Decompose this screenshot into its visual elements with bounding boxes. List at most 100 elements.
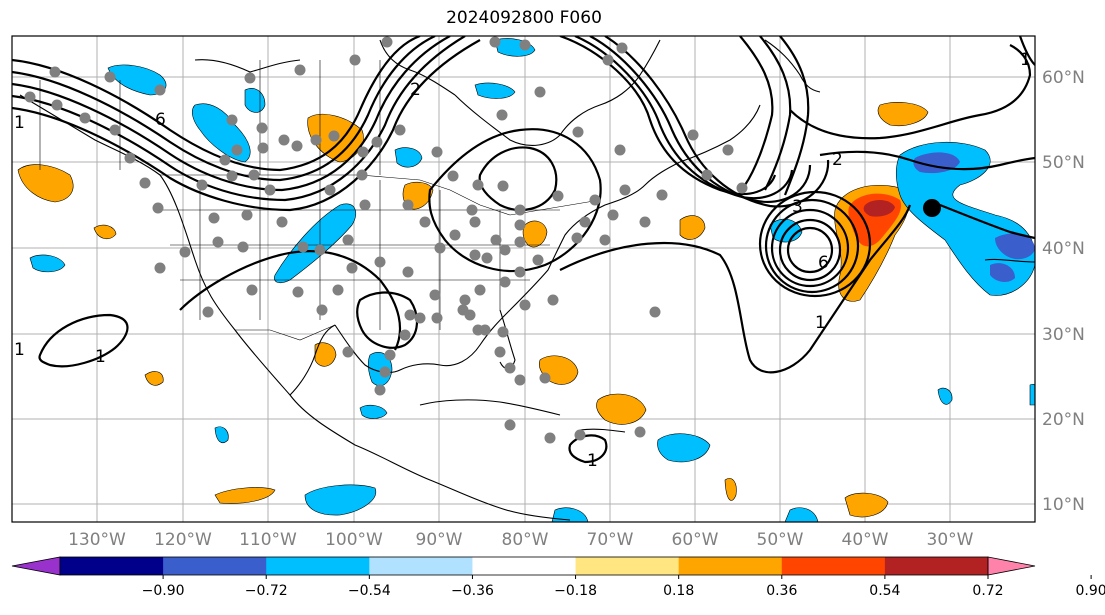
contour-label: 6 (155, 110, 166, 130)
station-dot (464, 309, 476, 321)
station-dot (357, 146, 369, 158)
station-dot (519, 39, 531, 51)
station-dot (402, 266, 414, 278)
station-dot (154, 262, 166, 274)
station-dot (481, 252, 493, 264)
station-dot (324, 184, 336, 196)
station-dot (49, 66, 61, 78)
colorbar-tick-label: 0.18 (663, 583, 694, 599)
station-dot (264, 184, 276, 196)
station-dot (208, 212, 220, 224)
station-dot (379, 366, 391, 378)
lon-label: 90°W (416, 530, 463, 550)
lon-label: 80°W (502, 530, 549, 550)
station-dot (656, 189, 668, 201)
colorbar-tick-label: −0.90 (142, 583, 185, 599)
colorbar-tick-label: 0.90 (1076, 583, 1105, 599)
lat-label: 40°N (1042, 239, 1085, 259)
map-frame (11, 35, 1036, 523)
lon-label: 130°W (68, 530, 126, 550)
station-dot (534, 86, 546, 98)
station-dot (297, 241, 309, 253)
station-dot (469, 249, 481, 261)
colorbar-tick-label: −0.36 (451, 583, 494, 599)
station-dot (328, 130, 340, 142)
station-dot (434, 242, 446, 254)
station-dot (179, 246, 191, 258)
station-dot (514, 219, 526, 231)
colorbar-tick-label: −0.18 (554, 583, 597, 599)
station-dot (356, 169, 368, 181)
station-dot (124, 152, 136, 164)
station-dot (256, 122, 268, 134)
longitude-labels: 130°W 120°W 110°W 100°W 90°W 80°W 70°W 60°W 50°W… (68, 530, 974, 550)
station-dot (79, 112, 91, 124)
latitude-labels: 60°N 50°N 40°N 30°N 20°N 10°N (1042, 68, 1085, 515)
station-dot (371, 136, 383, 148)
station-dot (414, 312, 426, 324)
station-dot (402, 199, 414, 211)
station-dot (722, 144, 734, 156)
station-dot (219, 154, 231, 166)
lon-label: 40°W (842, 530, 889, 550)
station-dot (649, 306, 661, 318)
station-dot (490, 234, 502, 246)
lat-label: 60°N (1042, 68, 1085, 88)
station-dot (589, 194, 601, 206)
station-dot (514, 236, 526, 248)
station-dot (24, 91, 36, 103)
station-dot (404, 309, 416, 321)
station-dot (574, 429, 586, 441)
station-dot (514, 266, 526, 278)
station-dot (202, 306, 214, 318)
colorbar-outline (59, 556, 989, 576)
colorbar-tick-label: 0.54 (869, 583, 900, 599)
station-dot (472, 324, 484, 336)
colorbar-segment (884, 557, 989, 575)
colorbar-segment (472, 557, 577, 575)
station-dot (539, 372, 551, 384)
station-markers (24, 36, 748, 444)
station-dot (494, 346, 506, 358)
station-dot (544, 432, 556, 444)
lon-label: 60°W (672, 530, 719, 550)
station-dot (292, 286, 304, 298)
station-dot (466, 204, 478, 216)
station-dot (342, 346, 354, 358)
colorbar: −0.90 −0.72 −0.54 −0.36 −0.18 0.18 0.36 0.54 0.7… (11, 556, 1105, 599)
station-dot (449, 229, 461, 241)
colorbar-tick-label: 0.36 (766, 583, 797, 599)
lon-label: 30°W (927, 530, 974, 550)
station-dot (419, 216, 431, 228)
station-dot (499, 244, 511, 256)
colorbar-min-extend (11, 556, 61, 576)
contour-label: 1 (815, 313, 826, 333)
station-dot (602, 54, 614, 66)
contour-labels: 1 1 6 2 1 3 6 1 2 1 1 (14, 50, 1031, 471)
anomaly-fills (17, 38, 1035, 522)
station-dot (616, 42, 628, 54)
station-dot (226, 114, 238, 126)
colorbar-segment (163, 557, 267, 575)
colorbar-segment (60, 557, 164, 575)
lon-label: 100°W (325, 530, 383, 550)
station-dot (109, 124, 121, 136)
station-dot (519, 299, 531, 311)
station-dot (571, 232, 583, 244)
station-dot (246, 284, 258, 296)
station-dot (346, 262, 358, 274)
station-dot (359, 199, 371, 211)
station-dot (196, 179, 208, 191)
station-dot (248, 169, 260, 181)
station-dot (429, 289, 441, 301)
station-dot (497, 180, 509, 192)
station-dot (514, 374, 526, 386)
station-dot (394, 124, 406, 136)
colorbar-tick-label: −0.72 (245, 583, 288, 599)
station-dot (489, 36, 501, 48)
lat-label: 20°N (1042, 410, 1085, 430)
plot-title: 2024092800 F060 (446, 8, 602, 28)
lon-label: 70°W (587, 530, 634, 550)
station-dot (51, 99, 63, 111)
station-dot (278, 134, 290, 146)
